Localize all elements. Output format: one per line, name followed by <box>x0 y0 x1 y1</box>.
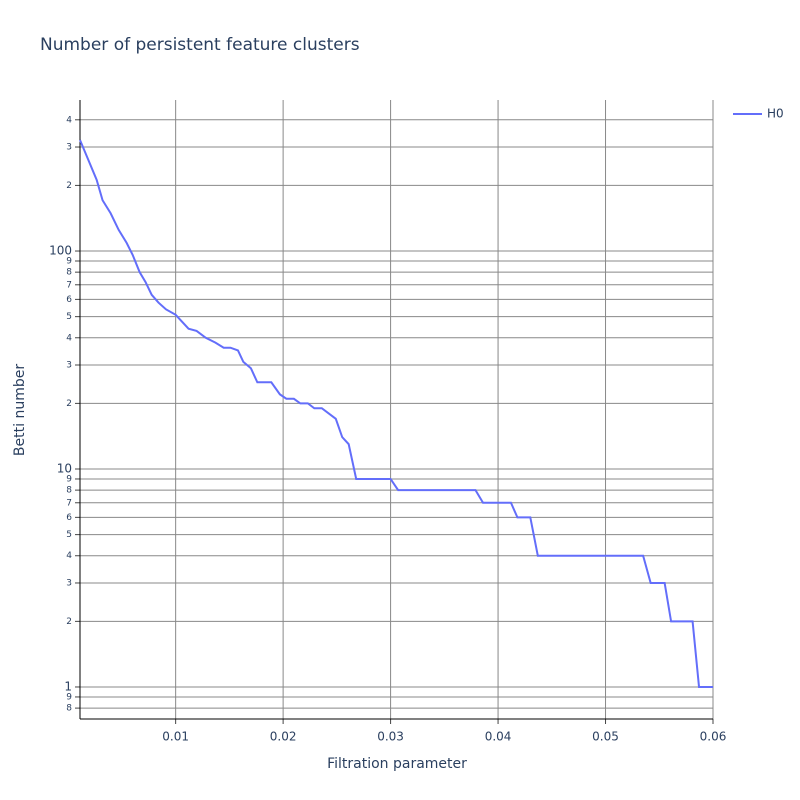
y-tick-label: 4 <box>66 551 72 561</box>
y-tick-label: 1 <box>64 679 72 693</box>
y-tick-label: 5 <box>66 312 72 322</box>
x-axis-title: Filtration parameter <box>327 756 467 772</box>
legend-label: H0 <box>767 107 784 121</box>
y-tick-label: 2 <box>66 617 72 627</box>
x-tick-label: 0.06 <box>700 730 727 744</box>
y-tick-label: 9 <box>66 692 72 702</box>
y-tick-label: 8 <box>66 268 72 278</box>
y-tick-label: 8 <box>66 704 72 714</box>
x-tick-label: 0.05 <box>592 730 619 744</box>
y-tick-label: 2 <box>66 399 72 409</box>
chart-title: Number of persistent feature clusters <box>40 35 360 55</box>
y-tick-label: 9 <box>66 474 72 484</box>
y-tick-label: 4 <box>66 115 72 125</box>
y-tick-label: 8 <box>66 486 72 496</box>
y-tick-label: 3 <box>66 143 72 153</box>
data-line <box>79 139 713 688</box>
y-tick-label: 7 <box>66 498 72 508</box>
x-tick-label: 0.02 <box>270 730 297 744</box>
y-tick-label: 10 <box>57 462 72 476</box>
x-tick-label: 0.04 <box>485 730 512 744</box>
y-tick-label: 3 <box>66 360 72 370</box>
y-tick-label: 100 <box>49 244 72 258</box>
y-axis-title: Betti number <box>12 364 28 456</box>
x-tick-label: 0.03 <box>377 730 404 744</box>
y-tick-label: 4 <box>66 333 72 343</box>
y-tick-label: 9 <box>66 256 72 266</box>
y-tick-label: 5 <box>66 530 72 540</box>
y-tick-label: 6 <box>66 513 72 523</box>
x-tick-label: 0.01 <box>162 730 189 744</box>
y-tick-label: 6 <box>66 295 72 305</box>
y-tick-label: 3 <box>66 578 72 588</box>
y-tick-label: 2 <box>66 181 72 191</box>
y-tick-label: 7 <box>66 280 72 290</box>
